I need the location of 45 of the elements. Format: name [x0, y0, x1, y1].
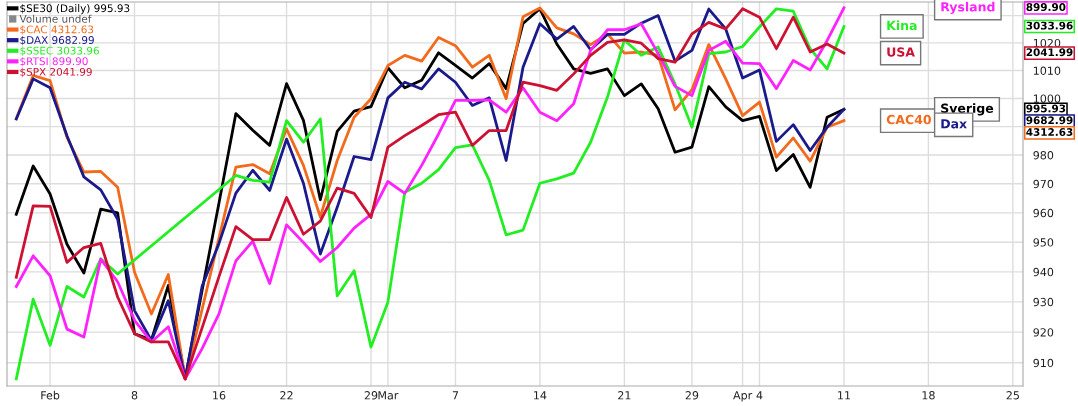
y-tick-label: 960 [1033, 208, 1054, 218]
text: 4312.63 [1026, 128, 1073, 136]
text: 3033.96 [1026, 21, 1073, 30]
y-tick-label: 970 [1033, 179, 1054, 189]
y-tick-label: 940 [1033, 267, 1054, 277]
text: 995.93 [1026, 104, 1066, 113]
annotation: Sverige [941, 103, 994, 116]
annotation: Volume undef [19, 14, 92, 23]
annotation: USA [887, 47, 915, 57]
x-tick-label: 21 [618, 391, 631, 400]
x-tick-label: 7 [452, 391, 459, 400]
x-tick-label: Apr [733, 391, 753, 402]
x-tick-label: 18 [922, 391, 935, 400]
annotation: CAC40 [886, 114, 931, 125]
y-tick-label: 1000 [1033, 94, 1061, 103]
y-tick-label: 1020 [1033, 38, 1061, 48]
y-tick-label: 950 [1033, 238, 1054, 247]
legend-label: $RTSI 899.90 [20, 57, 88, 67]
annotation: Dax [941, 119, 967, 129]
x-tick-label: 8 [131, 391, 138, 400]
x-tick-label: 16 [213, 391, 226, 400]
annotation: Kina [887, 20, 917, 31]
x-tick-label: 29 [685, 391, 699, 400]
x-tick-label: 4 [756, 391, 763, 400]
x-tick-label: 25 [1006, 391, 1019, 400]
text: 899.90 [1026, 3, 1066, 11]
y-tick-label: 980 [1033, 151, 1054, 160]
legend-label: $DAX 9682.99 [20, 35, 94, 46]
annotation: Rysland [941, 1, 995, 15]
legend-label: $SSEC 3033.96 [20, 46, 99, 56]
legend-label: $SPX 2041.99 [20, 67, 92, 78]
x-tick-label: 14 [534, 391, 547, 400]
text: 9682.99 [1026, 116, 1073, 125]
x-tick-label: 11 [838, 391, 850, 400]
y-tick-label: 930 [1033, 297, 1054, 307]
legend-label: $SE30 (Daily) 995.93 [20, 4, 130, 15]
y-tick-label: 910 [1033, 358, 1054, 368]
x-tick-label: Mar [378, 391, 399, 400]
x-tick-label: 29 [364, 391, 378, 400]
x-tick-label: Feb [41, 390, 60, 400]
text: 2041.99 [1026, 48, 1073, 57]
legend-label: $CAC 4312.63 [20, 25, 94, 35]
x-tick-label: 22 [280, 391, 293, 400]
y-tick-label: 1010 [1033, 66, 1061, 75]
y-tick-label: 920 [1033, 328, 1054, 337]
